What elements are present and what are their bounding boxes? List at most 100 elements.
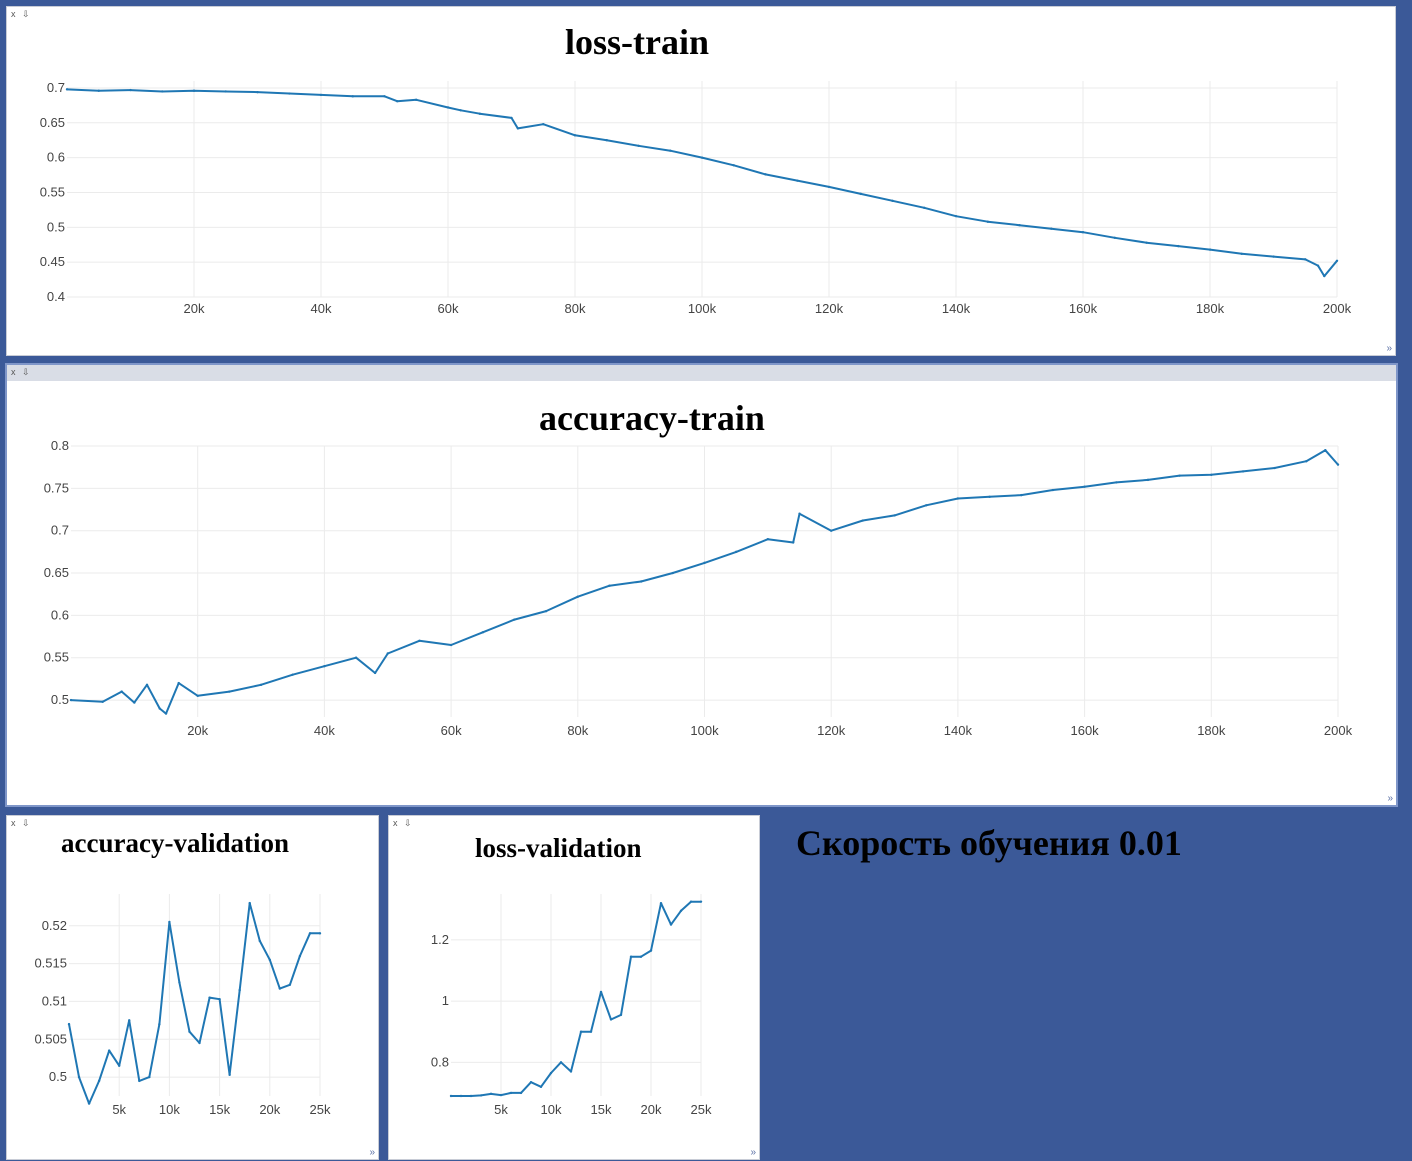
y-tick-label: 0.51 <box>42 993 67 1008</box>
data-point <box>196 694 199 698</box>
data-point <box>208 996 211 999</box>
data-point <box>449 1094 453 1098</box>
data-point <box>732 164 735 167</box>
data-point <box>605 139 608 142</box>
data-point <box>1050 227 1053 230</box>
data-point <box>69 698 73 702</box>
data-point <box>499 1093 503 1097</box>
data-point <box>764 173 767 176</box>
y-tick-label: 0.8 <box>431 1054 449 1069</box>
data-point <box>188 1030 191 1033</box>
pin-icon[interactable]: ⇩ <box>22 818 30 828</box>
data-point <box>830 529 833 532</box>
accuracy-train-plot[interactable]: 20k 40k 60k 80k 100k 120k 140k 160k 180k 200k 0.5 0… <box>7 365 1398 807</box>
chart-title: loss-train <box>565 22 709 62</box>
data-point <box>87 1102 91 1105</box>
data-point <box>288 92 291 95</box>
x-tick-label: 80k <box>565 301 586 316</box>
loss-train-plot[interactable]: 20k 40k 60k 80k 100k 120k 140k 160k 180k 200k 0.4 0… <box>7 7 1397 357</box>
panel-toolbar: x ⇩ <box>7 7 1395 23</box>
x-tick-label: 120k <box>817 723 846 738</box>
pin-icon[interactable]: ⇩ <box>404 818 412 828</box>
data-point <box>1304 258 1307 261</box>
data-point <box>164 712 168 715</box>
y-tick-label: 0.7 <box>47 80 65 95</box>
data-point <box>1335 259 1339 262</box>
resize-icon[interactable]: » <box>369 1147 375 1158</box>
data-point <box>418 639 421 642</box>
accuracy-train-panel: x ⇩ 20k 40k 60k 80k 100k 120k 140k 160k 180k 200k… <box>5 363 1398 807</box>
close-icon[interactable]: x <box>11 818 16 828</box>
data-point <box>354 656 358 659</box>
data-point <box>459 1094 463 1098</box>
close-icon[interactable]: x <box>393 818 398 828</box>
data-point <box>796 179 799 182</box>
data-point <box>479 1094 483 1097</box>
resize-icon[interactable]: » <box>1386 343 1392 354</box>
x-tick-label: 100k <box>690 723 719 738</box>
y-tick-label: 0.5 <box>47 219 65 234</box>
x-tick-label: 180k <box>1197 723 1226 738</box>
y-tick-label: 0.515 <box>34 956 67 971</box>
data-point <box>1020 493 1023 497</box>
data-point <box>298 954 302 958</box>
y-tick-label: 0.52 <box>42 918 67 933</box>
x-tick-label: 5k <box>494 1102 508 1117</box>
panel-toolbar: x ⇩ <box>7 816 378 832</box>
resize-icon[interactable]: » <box>750 1147 756 1158</box>
data-point <box>489 1092 493 1096</box>
y-tick-label: 0.7 <box>51 523 69 538</box>
x-tick-label: 60k <box>438 301 459 316</box>
data-point <box>1178 474 1181 477</box>
data-point <box>608 584 611 587</box>
data-point <box>107 1049 111 1052</box>
data-point <box>1113 236 1116 239</box>
data-point <box>569 1070 573 1073</box>
close-icon[interactable]: x <box>11 367 16 377</box>
close-icon[interactable]: x <box>11 9 16 19</box>
data-point <box>158 1022 161 1026</box>
data-point <box>923 206 926 210</box>
loss-validation-plot[interactable]: 5k 10k 15k 20k 25k 0.8 1 1.2 <box>389 816 761 1161</box>
x-tick-label: 10k <box>541 1102 562 1117</box>
pin-icon[interactable]: ⇩ <box>22 9 30 19</box>
data-point <box>101 700 104 703</box>
data-point <box>1146 478 1150 482</box>
x-tick-label: 40k <box>314 723 335 738</box>
data-point <box>1336 463 1340 466</box>
data-point <box>278 987 282 990</box>
data-point <box>1240 252 1243 255</box>
data-point <box>1316 264 1320 267</box>
data-point <box>97 89 100 92</box>
series-line <box>66 88 1338 278</box>
data-point <box>576 595 579 598</box>
x-tick-label: 120k <box>815 301 844 316</box>
data-point <box>138 1079 141 1083</box>
data-point <box>178 981 181 984</box>
data-point <box>481 631 484 634</box>
series-line <box>70 449 1339 715</box>
accuracy-validation-plot[interactable]: 5k 10k 15k 20k 25k 0.5 0.505 0.51 0.515 0.52 <box>7 816 380 1161</box>
data-point <box>637 144 640 147</box>
data-point <box>510 116 513 120</box>
data-point <box>446 106 450 109</box>
data-point <box>579 1030 583 1033</box>
data-point <box>619 1013 623 1017</box>
data-point <box>639 580 643 583</box>
data-point <box>478 112 481 115</box>
x-tick-label: 25k <box>691 1102 712 1117</box>
y-tick-label: 0.5 <box>49 1069 67 1084</box>
data-point <box>519 1091 523 1095</box>
series-line <box>68 902 320 1105</box>
resize-icon[interactable]: » <box>1387 793 1393 804</box>
data-point <box>734 550 738 554</box>
y-tick-label: 0.65 <box>40 115 65 130</box>
pin-icon[interactable]: ⇩ <box>22 367 30 377</box>
y-tick-label: 0.5 <box>51 692 69 707</box>
data-point <box>544 609 548 613</box>
data-point <box>396 100 399 103</box>
data-point <box>669 149 672 152</box>
data-point <box>700 156 704 159</box>
x-tick-label: 180k <box>1196 301 1225 316</box>
data-point <box>118 1064 121 1067</box>
